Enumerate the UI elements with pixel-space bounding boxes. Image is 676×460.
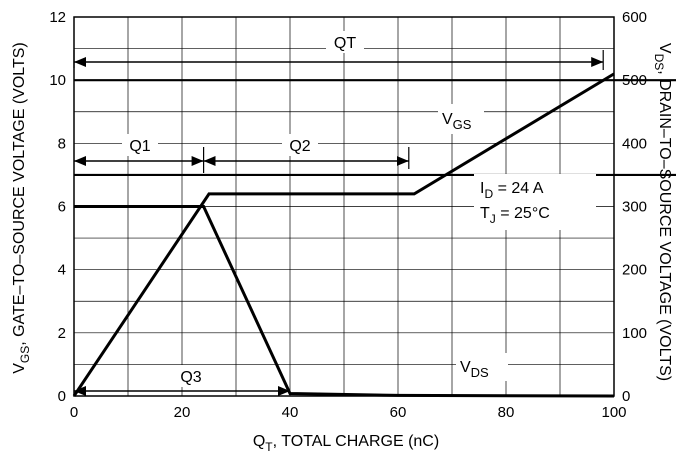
vds-series-label: VDS [460, 359, 489, 380]
y-right-tick-label: 300 [622, 199, 647, 216]
y-left-tick-label: 0 [58, 388, 66, 405]
y-axis-left-label: VGS, GATE–TO–SOURCE VOLTAGE (VOLTS) [11, 42, 32, 373]
y-right-tick-label: 600 [622, 9, 647, 26]
id-tj-label-bg [474, 174, 596, 230]
q3-label-bg [173, 365, 209, 387]
q2-label-bg [282, 134, 318, 156]
y-left-tick-label: 4 [58, 262, 66, 279]
x-tick-label: 40 [282, 404, 299, 421]
y-right-tick-label: 0 [622, 388, 630, 405]
annotations [73, 50, 604, 396]
y-right-tick-label: 400 [622, 135, 647, 152]
tj-condition-label: TJ = 25°C [480, 205, 550, 226]
y-left-tick-label: 10 [49, 72, 66, 89]
vgs-series-label: VGS [442, 111, 472, 132]
y-right-tick-label: 100 [622, 325, 647, 342]
q3-label: Q3 [180, 369, 201, 386]
vds-label-bg [456, 353, 508, 381]
y-axis-right-label: VDS, DRAIN–TO–SOURCE VOLTAGE (VOLTS) [652, 43, 673, 381]
x-tick-label: 60 [390, 404, 407, 421]
y-left-tick-label: 12 [49, 9, 66, 26]
vgs-label-bg [438, 104, 484, 134]
qt-label-bg [326, 31, 364, 53]
series-line-vds [74, 205, 615, 398]
x-tick-label: 0 [70, 404, 78, 421]
y-right-tick-label: 500 [622, 72, 647, 89]
y-left-tick-label: 6 [58, 199, 66, 216]
series-line-vgs [72, 72, 615, 397]
id-condition-label: ID = 24 A [480, 180, 544, 201]
y-left-tick-label: 8 [58, 135, 66, 152]
qt-label: QT [334, 35, 356, 52]
x-axis-label: QT, TOTAL CHARGE (nC) [253, 433, 439, 454]
y-left-tick-label: 2 [58, 325, 66, 342]
q1-label: Q1 [129, 138, 150, 155]
x-tick-label: 80 [498, 404, 515, 421]
x-tick-label: 100 [601, 404, 626, 421]
q2-label: Q2 [289, 138, 310, 155]
x-tick-label: 20 [174, 404, 191, 421]
y-right-tick-label: 200 [622, 262, 647, 279]
q1-label-bg [122, 134, 158, 156]
